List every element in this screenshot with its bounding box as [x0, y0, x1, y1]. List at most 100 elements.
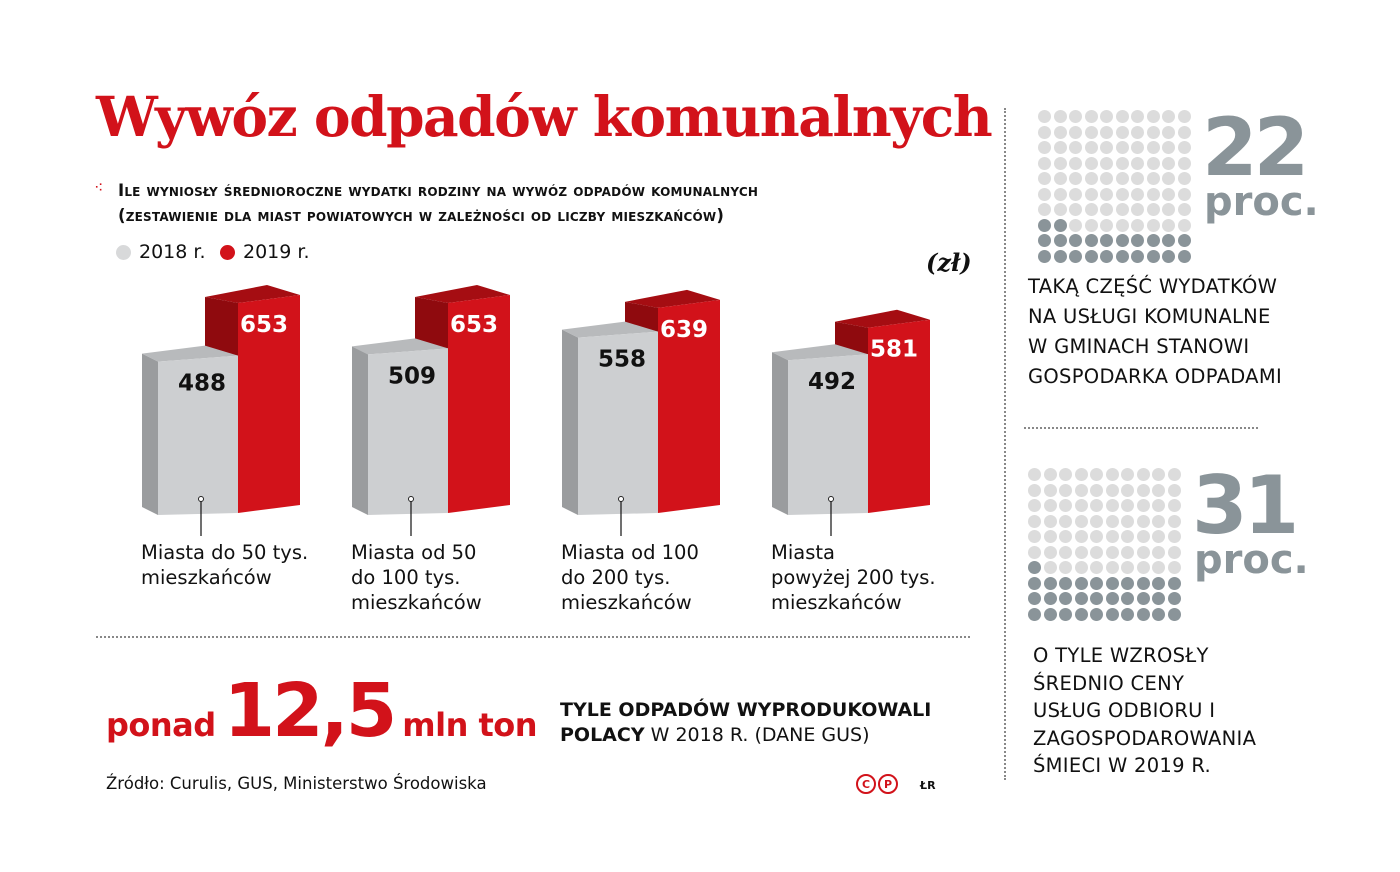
divider — [96, 636, 970, 638]
grid-dot — [1084, 156, 1098, 170]
grid-dot — [1084, 187, 1098, 201]
stat-text-line: TAKĄ CZĘŚĆ WYDATKÓW — [1028, 275, 1278, 298]
grid-dot — [1090, 545, 1103, 559]
cp-logo-icon: C P — [856, 774, 898, 794]
stat-text-line: O TYLE WZROSŁY — [1033, 644, 1209, 667]
bar-2018-side — [562, 329, 578, 515]
stat-text-22: TAKĄ CZĘŚĆ WYDATKÓW NA USŁUGI KOMUNALNE … — [1028, 272, 1282, 392]
grid-dot — [1162, 110, 1175, 123]
grid-dot — [1028, 468, 1041, 481]
legend-item-2019: 2019 r. — [220, 241, 310, 263]
stat-text-line: ZAGOSPODAROWANIA — [1033, 726, 1257, 750]
grid-dot — [1105, 468, 1119, 481]
stat-text-line: USŁUG ODBIORU I — [1033, 699, 1216, 722]
legend-dot-2019 — [220, 244, 235, 260]
grid-dot — [1167, 592, 1181, 605]
grid-dot — [1115, 141, 1129, 154]
grid-dot — [1105, 499, 1119, 512]
grid-dot — [1136, 545, 1150, 559]
pointer-dot — [408, 496, 414, 502]
grid-dot — [1177, 110, 1191, 123]
category-label: Miasta do 50 tys. mieszkańców — [141, 540, 331, 590]
grid-dot — [1074, 530, 1088, 543]
grid-dot — [1090, 576, 1103, 590]
grid-dot — [1074, 576, 1088, 590]
bar-2018-top — [562, 321, 658, 338]
bar-2019 — [238, 295, 300, 513]
grid-dot — [1136, 499, 1150, 512]
grid-dot — [1146, 141, 1160, 154]
grid-dot — [1177, 125, 1191, 139]
grid-dot — [1131, 218, 1144, 232]
bar-2019 — [448, 295, 510, 513]
grid-dot — [1090, 592, 1103, 605]
grid-dot — [1100, 141, 1113, 154]
grid-dot — [1028, 514, 1041, 528]
category-label-line: Miasta do 50 tys. — [141, 541, 309, 564]
category-label-line: do 200 tys. — [561, 566, 671, 589]
grid-dot — [1167, 483, 1181, 497]
bar-2019-side — [835, 321, 868, 355]
grid-dot — [1152, 530, 1165, 543]
grid-dot — [1146, 203, 1160, 216]
grid-dot — [1090, 561, 1103, 574]
chart-subtitle: Ile wyniosły średnioroczne wydatki rodzi… — [118, 178, 758, 228]
data-label-2018: 509 — [388, 363, 436, 389]
grid-dot — [1115, 218, 1129, 232]
grid-dot — [1069, 125, 1082, 139]
grid-dot — [1121, 607, 1134, 621]
data-label-2019: 653 — [450, 312, 498, 338]
bar-2018 — [788, 354, 868, 515]
grid-dot — [1074, 592, 1088, 605]
bar-2019-top — [415, 285, 510, 304]
stat-number-31: 31 — [1192, 459, 1299, 552]
bar-2019 — [658, 299, 720, 513]
grid-dot — [1146, 187, 1160, 201]
grid-dot — [1131, 187, 1144, 201]
grid-dot — [1059, 576, 1072, 590]
grid-dot — [1059, 468, 1072, 481]
grid-dot — [1152, 561, 1165, 574]
grid-dot — [1167, 468, 1181, 481]
legend-label-2019: 2019 r. — [243, 241, 310, 263]
grid-dot — [1074, 607, 1088, 621]
grid-dot — [1167, 514, 1181, 528]
bar-2018-side — [142, 353, 158, 515]
grid-dot — [1121, 561, 1134, 574]
grid-dot — [1167, 561, 1181, 574]
grid-dot — [1053, 125, 1067, 139]
grid-dot — [1053, 187, 1067, 201]
highlight-number: 12,5 — [223, 668, 398, 754]
grid-dot — [1074, 483, 1088, 497]
grid-dot — [1084, 249, 1098, 263]
category-label-line: Miasta od 100 — [561, 541, 699, 564]
grid-dot — [1152, 483, 1165, 497]
grid-dot — [1074, 545, 1088, 559]
grid-dot — [1152, 514, 1165, 528]
grid-dot — [1136, 530, 1150, 543]
bar-2018-side — [772, 352, 788, 515]
grid-dot — [1100, 203, 1113, 216]
bar-2019-side — [415, 297, 448, 349]
grid-dot — [1121, 483, 1134, 497]
grid-dot — [1115, 156, 1129, 170]
grid-dot — [1090, 483, 1103, 497]
data-label-2019: 581 — [870, 337, 918, 363]
grid-dot — [1152, 576, 1165, 590]
grid-dot — [1038, 187, 1051, 201]
grid-dot — [1028, 561, 1041, 574]
category-label-line: mieszkańców — [351, 591, 482, 614]
grid-dot — [1100, 110, 1113, 123]
bar-chart: 488 653 509 653 558 639 492 581 — [142, 285, 930, 536]
data-label-2018: 492 — [808, 369, 856, 395]
grid-dot — [1059, 607, 1072, 621]
grid-dot — [1162, 125, 1175, 139]
data-label-2019: 653 — [240, 312, 288, 338]
author-initials: ŁR — [920, 779, 936, 792]
grid-dot — [1121, 468, 1134, 481]
grid-dot — [1043, 607, 1057, 621]
grid-dot — [1043, 576, 1057, 590]
grid-dot — [1146, 234, 1160, 247]
stat-text-line: ŚMIECI W 2019 R. — [1033, 754, 1211, 777]
grid-dot — [1074, 514, 1088, 528]
